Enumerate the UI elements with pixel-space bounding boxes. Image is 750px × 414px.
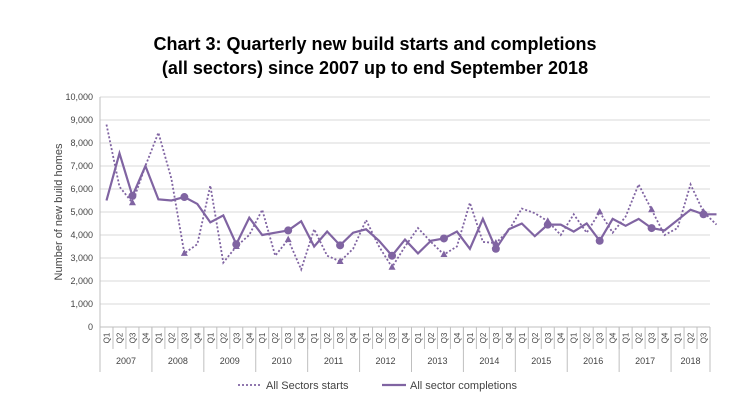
x-tick-label: Q3 (596, 332, 605, 343)
x-tick-label: Q2 (271, 332, 280, 343)
y-tick-label: 2,000 (70, 276, 93, 286)
x-tick-label: Q3 (180, 332, 189, 343)
x-tick-label: Q2 (583, 332, 592, 343)
x-tick-label: Q4 (505, 332, 514, 343)
x-tick-label: Q2 (635, 332, 644, 343)
x-tick-label: Q4 (453, 332, 462, 343)
x-tick-label: Q2 (323, 332, 332, 343)
x-tick-label: Q3 (232, 332, 241, 343)
x-tick-label: Q1 (570, 332, 579, 343)
y-tick-label: 0 (88, 322, 93, 332)
year-label: 2012 (376, 356, 396, 366)
starts-series-line (105, 124, 718, 273)
starts-point (596, 208, 604, 215)
completions-point (439, 234, 448, 243)
x-tick-label: Q4 (193, 332, 202, 343)
x-tick-label: Q3 (700, 332, 709, 343)
x-tick-label: Q2 (375, 332, 384, 343)
y-tick-label: 9,000 (70, 115, 93, 125)
x-tick-label: Q2 (219, 332, 228, 343)
x-tick-label: Q4 (141, 332, 150, 343)
starts-point (648, 205, 656, 213)
year-label: 2008 (168, 356, 188, 366)
y-tick-label: 7,000 (70, 161, 93, 171)
x-tick-label: Q1 (206, 332, 215, 343)
completions-point (647, 224, 656, 233)
year-label: 2015 (531, 356, 551, 366)
completions-point (388, 251, 397, 260)
starts-point (336, 257, 344, 264)
x-tick-label: Q2 (531, 332, 540, 343)
x-tick-label: Q3 (336, 332, 345, 343)
starts-point (388, 263, 396, 270)
x-tick-label: Q2 (427, 332, 436, 343)
x-tick-label: Q4 (661, 332, 670, 343)
year-label: 2014 (479, 356, 499, 366)
x-tick-label: Q4 (297, 332, 306, 343)
x-tick-label: Q3 (440, 332, 449, 343)
legend-completions-label: All sector completions (410, 380, 517, 392)
completions-point (491, 244, 500, 253)
completions-point (595, 236, 604, 245)
year-label: 2017 (635, 356, 655, 366)
y-tick-label: 4,000 (70, 230, 93, 240)
x-tick-label: Q3 (284, 332, 293, 343)
x-tick-label: Q3 (544, 332, 553, 343)
y-axis-title: Number of new build homes (53, 143, 65, 280)
year-label: 2011 (324, 356, 343, 366)
year-label: 2007 (116, 356, 136, 366)
x-tick-label: Q1 (362, 332, 371, 343)
chart-title-line-2: (all sectors) since 2007 up to end Septe… (161, 58, 589, 78)
completions-point (232, 240, 241, 249)
year-label: 2009 (220, 356, 240, 366)
x-tick-label: Q2 (687, 332, 696, 343)
completions-point (699, 210, 708, 219)
y-tick-label: 10,000 (65, 92, 93, 102)
x-tick-label: Q1 (674, 332, 683, 343)
x-tick-label: Q1 (466, 332, 475, 343)
x-tick-label: Q4 (349, 332, 358, 343)
x-tick-label: Q4 (609, 332, 618, 343)
x-tick-label: Q1 (258, 332, 267, 343)
x-tick-label: Q2 (167, 332, 176, 343)
x-tick-label: Q3 (492, 332, 501, 343)
completions-series-line (105, 149, 717, 258)
year-label: 2018 (681, 356, 701, 366)
completions-point (336, 241, 345, 250)
x-tick-label: Q1 (154, 332, 163, 343)
y-tick-label: 3,000 (70, 253, 93, 263)
starts-point (284, 235, 292, 243)
completions-point (284, 226, 293, 235)
year-label: 2013 (427, 356, 447, 366)
x-tick-label: Q3 (128, 332, 137, 343)
x-tick-label: Q4 (245, 332, 254, 343)
x-tick-label: Q2 (115, 332, 124, 343)
year-label: 2016 (583, 356, 603, 366)
y-tick-label: 1,000 (70, 299, 93, 309)
completions-point (543, 220, 552, 229)
year-label: 2010 (272, 356, 292, 366)
x-tick-label: Q3 (388, 332, 397, 343)
completions-point (180, 193, 189, 202)
starts-point (180, 249, 188, 256)
x-tick-label: Q1 (102, 332, 111, 343)
y-tick-label: 5,000 (70, 207, 93, 217)
x-tick-label: Q1 (622, 332, 631, 343)
starts-point (440, 250, 448, 258)
x-tick-label: Q1 (414, 332, 423, 343)
x-tick-label: Q1 (310, 332, 319, 343)
x-tick-label: Q2 (479, 332, 488, 343)
y-tick-label: 8,000 (70, 138, 93, 148)
x-tick-label: Q1 (518, 332, 527, 343)
starts-point (128, 198, 136, 206)
completions-point (128, 191, 137, 200)
legend-starts-label: All Sectors starts (266, 380, 349, 392)
chart-title-line-1: Chart 3: Quarterly new build starts and … (153, 34, 597, 54)
x-tick-label: Q4 (401, 332, 410, 343)
x-tick-label: Q3 (648, 332, 657, 343)
y-tick-label: 6,000 (70, 184, 93, 194)
x-tick-label: Q4 (557, 332, 566, 343)
